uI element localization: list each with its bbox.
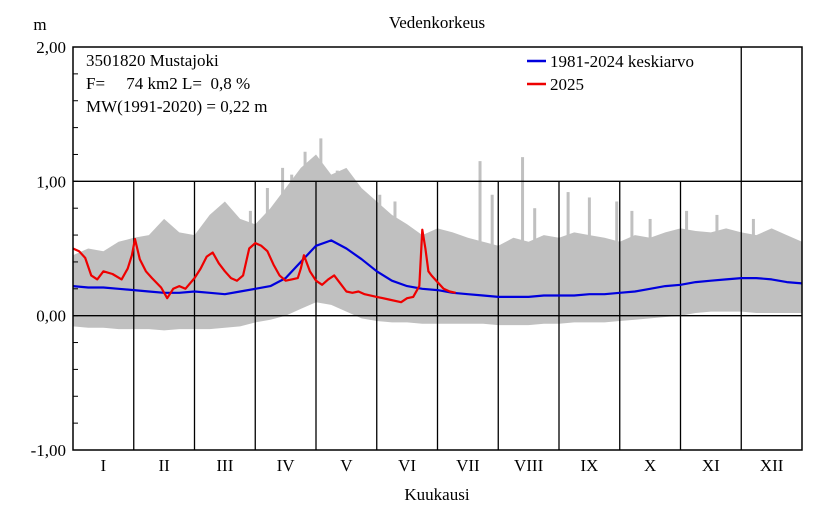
legend-current-label: 2025	[550, 75, 584, 94]
y-tick-label: 1,00	[36, 172, 66, 191]
x-tick-label: VI	[398, 456, 416, 475]
x-tick-label: VII	[456, 456, 480, 475]
y-tick-label: 0,00	[36, 307, 66, 326]
grid-lines	[73, 46, 802, 451]
x-tick-label: III	[216, 456, 233, 475]
legend-mean-label: 1981-2024 keskiarvo	[550, 52, 694, 71]
x-tick-labels: I II III IV V VI VII VIII IX X XI XII	[101, 456, 784, 475]
y-tick-label: 2,00	[36, 38, 66, 57]
plot-frame	[72, 46, 803, 451]
info-line: MW(1991-2020) = 0,22 m	[86, 97, 267, 116]
y-tick-label: -1,00	[31, 441, 66, 460]
legend: 1981-2024 keskiarvo 2025	[527, 52, 694, 94]
y-tick-labels: 2,00 1,00 0,00 -1,00	[31, 38, 66, 460]
station-info: 3501820 Mustajoki F= 74 km2 L= 0,8 % MW(…	[86, 51, 267, 116]
x-tick-label: IV	[277, 456, 296, 475]
x-axis-label: Kuukausi	[404, 485, 469, 504]
x-tick-label: IX	[580, 456, 598, 475]
current-year-series-line	[72, 228, 456, 304]
chart-title: Vedenkorkeus	[389, 13, 485, 32]
y-axis-unit: m	[33, 15, 46, 34]
x-tick-label: XI	[702, 456, 720, 475]
info-line: 3501820 Mustajoki	[86, 51, 219, 70]
x-tick-label: XII	[760, 456, 784, 475]
x-tick-label: V	[340, 456, 353, 475]
x-tick-label: II	[158, 456, 170, 475]
x-tick-label: X	[644, 456, 656, 475]
mean-series-line	[72, 239, 803, 298]
x-tick-label: VIII	[514, 456, 544, 475]
x-tick-label: I	[101, 456, 107, 475]
info-line: F= 74 km2 L= 0,8 %	[86, 74, 250, 93]
series-lines	[72, 228, 803, 304]
